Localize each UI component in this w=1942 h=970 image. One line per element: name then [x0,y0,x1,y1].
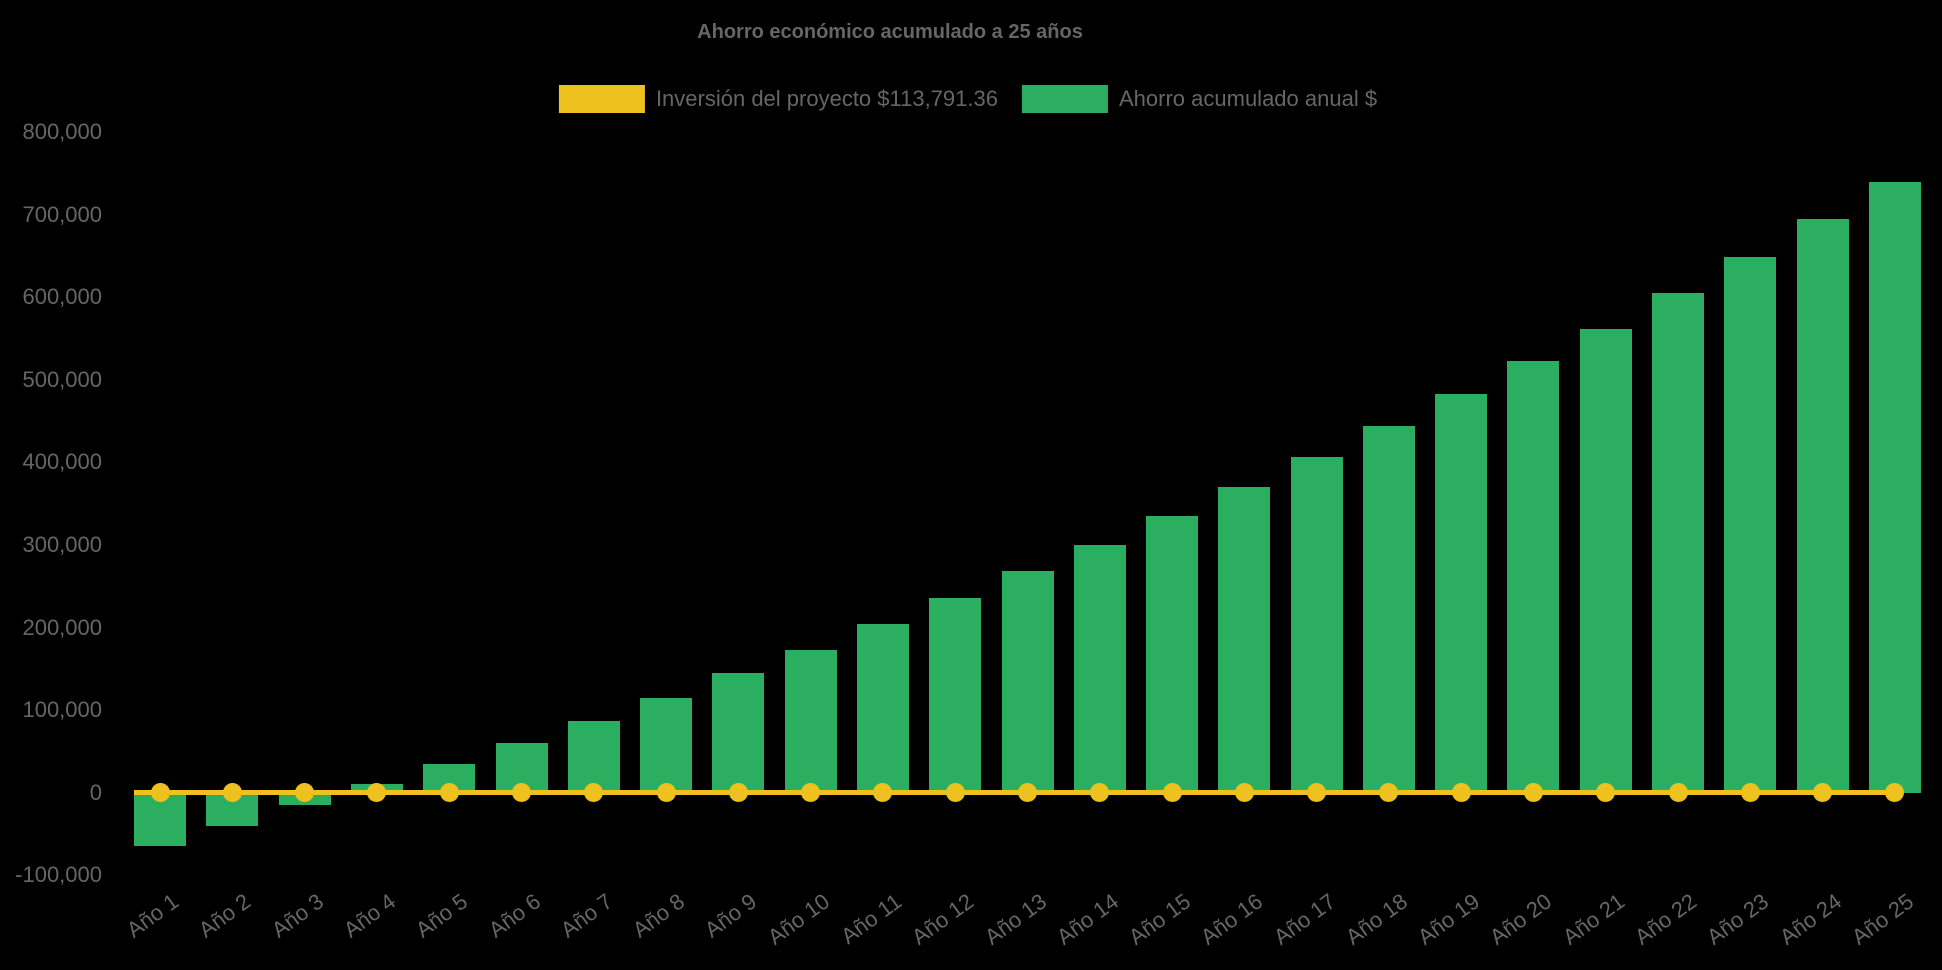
bar-año-25 [1868,181,1921,793]
bar-año-10 [784,649,837,793]
investment-line-point-icon [439,783,459,803]
investment-line-point-icon [1523,783,1543,803]
chart-legend: Inversión del proyecto $113,791.36 Ahorr… [558,85,1377,113]
bar-año-7 [567,720,620,793]
investment-line-point-icon [1379,783,1399,803]
investment-line-point-icon [801,783,821,803]
investment-line-point-icon [1596,783,1616,803]
bar-año-21 [1579,329,1632,793]
chart-title: Ahorro económico acumulado a 25 años [697,21,1083,43]
legend-item-investment[interactable]: Inversión del proyecto $113,791.36 [558,85,998,113]
investment-line-point-icon [367,783,387,803]
legend-label-savings: Ahorro acumulado anual $ [1119,86,1378,111]
y-axis-tick-label: 200,000 [22,614,102,640]
y-axis-tick-label: 500,000 [22,366,102,392]
bar-año-11 [856,624,909,793]
investment-line-point-icon [1234,783,1254,803]
bar-año-23 [1724,256,1777,793]
bar-año-13 [1001,570,1054,793]
bar-año-14 [1073,544,1126,793]
investment-line-point-icon [1813,783,1833,803]
legend-item-savings[interactable]: Ahorro acumulado anual $ [1022,85,1377,113]
bar-año-15 [1146,516,1199,793]
y-axis-tick-label: 100,000 [22,697,102,723]
y-axis-tick-label: 400,000 [22,449,102,475]
investment-line-point-icon [873,783,893,803]
legend-swatch-investment-icon [558,85,645,113]
investment-line-point-icon [1668,783,1688,803]
bar-año-9 [712,672,765,793]
bar-año-20 [1507,360,1560,793]
y-axis-tick-label: -100,000 [15,862,102,888]
investment-line-point-icon [1740,783,1760,803]
investment-line-point-icon [150,783,170,803]
bar-año-17 [1290,457,1343,793]
investment-line-point-icon [1018,783,1037,803]
y-axis-tick-label: 800,000 [22,119,102,145]
y-axis-tick-label: 300,000 [22,531,102,557]
legend-label-investment: Inversión del proyecto $113,791.36 [655,86,998,111]
bar-año-22 [1652,293,1705,793]
y-axis-tick-label: 600,000 [22,284,102,310]
bar-año-24 [1796,218,1849,793]
investment-line-point-icon [1885,783,1905,803]
bar-año-12 [929,597,982,793]
y-axis-tick-label: 700,000 [22,201,102,227]
investment-line-point-icon [584,783,604,803]
investment-line-point-icon [945,783,965,803]
bar-año-18 [1362,426,1415,793]
investment-line-point-icon [1451,783,1471,803]
bar-año-8 [640,698,693,793]
investment-line-point-icon [1162,783,1182,803]
investment-line-point-icon [656,783,676,803]
bar-año-19 [1435,393,1488,793]
investment-line-point-icon [295,783,315,803]
investment-line-point-icon [728,783,748,803]
investment-line [134,790,1900,796]
legend-swatch-savings-icon [1022,85,1108,113]
bar-año-16 [1218,487,1271,793]
investment-line-point-icon [1090,783,1110,803]
y-axis-tick-label: 0 [89,779,102,805]
investment-line-point-icon [1307,783,1327,803]
investment-line-point-icon [512,783,532,803]
investment-line-point-icon [222,783,242,803]
